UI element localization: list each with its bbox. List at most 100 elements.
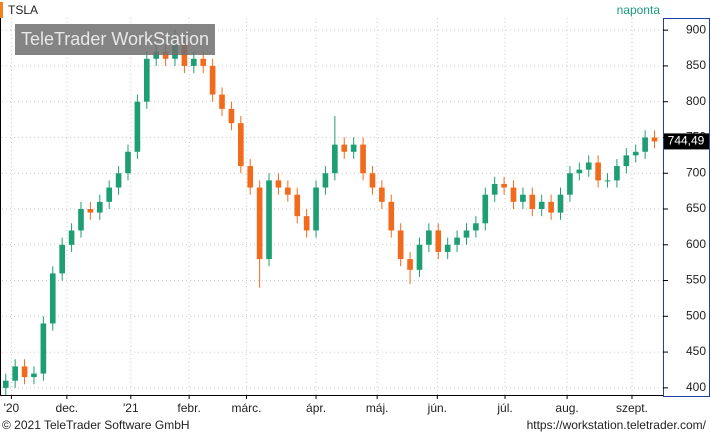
candle-body	[529, 194, 536, 210]
candle-body	[538, 201, 545, 210]
candle-body	[247, 166, 254, 188]
x-tick-label: '21	[123, 401, 139, 415]
candle-body	[397, 230, 404, 260]
candle-body	[520, 194, 526, 202]
candle-body	[482, 194, 489, 224]
candle-body	[604, 180, 611, 182]
candle-body	[576, 169, 583, 174]
candle-body	[2, 380, 9, 388]
y-tick-label: 450	[686, 344, 706, 358]
candle-body	[285, 187, 291, 195]
candle-body	[294, 194, 301, 217]
chart-title: TSLA	[8, 3, 38, 17]
footer-right: https://workstation.teletrader.com/	[527, 418, 707, 432]
candle-body	[360, 144, 366, 174]
y-tick-label: 600	[686, 237, 706, 251]
candle-body	[350, 144, 357, 152]
candle-body	[501, 183, 507, 188]
candle-body	[444, 244, 451, 252]
candle-body	[125, 151, 131, 174]
candle-body	[68, 230, 75, 245]
candle-body	[181, 44, 188, 66]
plot	[2, 18, 663, 395]
watermark-box	[15, 24, 215, 55]
y-tick-label: 800	[686, 94, 706, 108]
candle-body	[491, 183, 498, 195]
chart-subtitle: naponta	[617, 3, 661, 17]
candle-body	[106, 187, 113, 202]
candle-body	[12, 366, 18, 381]
footer-left: © 2021 TeleTrader Software GmbH	[2, 418, 190, 432]
watermark: TeleTrader WorkStation	[21, 29, 209, 49]
candle-body	[510, 187, 517, 202]
candle-body	[557, 194, 564, 213]
candle-body	[190, 58, 197, 66]
candle-body	[96, 201, 103, 213]
candle-body	[623, 155, 630, 167]
candle-body	[632, 151, 639, 156]
y-tick-label: 850	[686, 58, 706, 72]
x-tick-label: dec.	[56, 401, 79, 415]
candle-body	[642, 137, 648, 152]
candle-body	[614, 166, 620, 181]
candle-body	[313, 187, 319, 231]
candle-body	[78, 209, 84, 231]
candle-body	[567, 173, 573, 195]
candle-body	[256, 187, 263, 260]
candle-body	[31, 373, 37, 378]
candle-body	[322, 173, 329, 188]
candle-body	[143, 58, 150, 102]
candle-body	[153, 51, 160, 59]
candle-body	[162, 51, 169, 59]
y-tick-label: 400	[686, 380, 706, 394]
candle-body	[228, 108, 235, 124]
candle-body	[303, 216, 310, 231]
title-marker	[0, 2, 3, 18]
candle-body	[595, 162, 601, 181]
x-tick-label: aug.	[555, 401, 578, 415]
x-tick-label: máj.	[366, 401, 389, 415]
x-tick-label: ápr.	[306, 401, 326, 415]
candle-body	[200, 58, 207, 66]
candle-body	[209, 65, 216, 95]
candle-body	[473, 223, 479, 231]
candle-body	[651, 137, 658, 142]
candle-body	[332, 144, 338, 174]
candle-body	[388, 201, 395, 231]
candle-body	[341, 144, 348, 152]
candle-body	[134, 101, 141, 152]
x-tick-label: febr.	[177, 401, 200, 415]
candle-body	[49, 273, 56, 324]
x-tick-label: '20	[4, 401, 20, 415]
candle-body	[463, 230, 470, 238]
candle-body	[219, 94, 225, 109]
candle-body	[369, 173, 376, 188]
candle-body	[238, 123, 244, 167]
candle-body	[548, 201, 554, 213]
candle-body	[454, 237, 460, 245]
candle-body	[275, 180, 282, 188]
last-price-label: 744,49	[668, 134, 705, 148]
last-price-box	[664, 133, 709, 150]
candle-body	[40, 323, 47, 374]
x-tick-label: júl.	[496, 401, 512, 415]
candle-body	[87, 209, 94, 213]
candle-body	[585, 162, 592, 170]
candle-body	[435, 230, 442, 252]
y-tick-label: 650	[686, 201, 706, 215]
candle-body	[115, 173, 122, 188]
y-tick-label: 700	[686, 165, 706, 179]
x-tick-label: jún.	[427, 401, 447, 415]
candle-body	[21, 366, 28, 378]
candle-body	[59, 244, 65, 274]
x-tick-label: szept.	[616, 401, 648, 415]
y-tick-label: 550	[686, 273, 706, 287]
candle-body	[407, 259, 413, 270]
candle-body	[426, 230, 432, 245]
candle-body	[379, 187, 385, 202]
y-tick-label: 500	[686, 308, 706, 322]
candle-body	[266, 180, 272, 260]
candle-body	[416, 244, 423, 270]
